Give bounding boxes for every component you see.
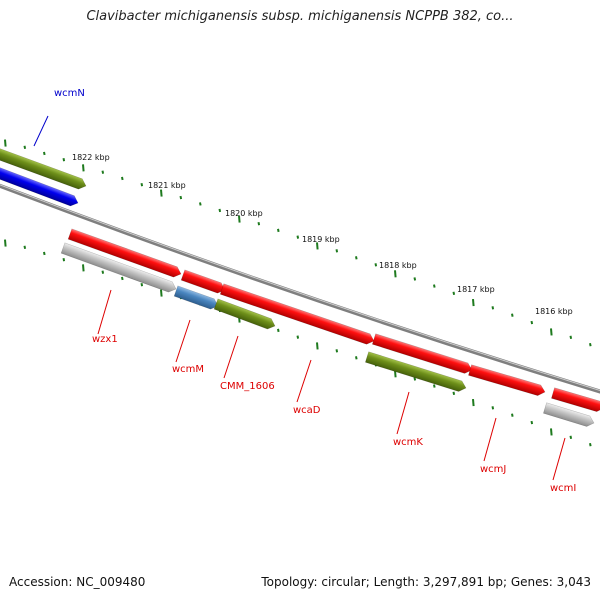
- gene-arrow-wcmN: [0, 166, 79, 207]
- callout-line-wcmK: [396, 391, 410, 435]
- accession-label: Accession: NC_009480: [9, 575, 146, 589]
- tick-mark: [316, 242, 319, 250]
- tick-mark: [491, 406, 495, 410]
- tick-mark: [472, 398, 475, 407]
- tick-mark: [62, 257, 66, 262]
- tick-mark: [335, 249, 339, 253]
- gene-label-callouts: wcmN wzx1 wcmM CMM_1606 wcaD wcmK wcmJ wcmI: [33, 88, 576, 494]
- gene-arrow-wcaD: [219, 283, 375, 345]
- tick-mark: [530, 320, 534, 325]
- gene-arrow-unlabeled-3: [67, 228, 182, 278]
- tick-mark: [43, 151, 46, 156]
- kbp-label: 1818 kbp: [379, 261, 417, 270]
- tick-mark: [296, 335, 300, 339]
- tick-mark: [374, 263, 378, 267]
- gene-label-wcmM: wcmM: [172, 364, 204, 375]
- tick-mark: [472, 298, 475, 307]
- gene-arrow-wcmJ: [468, 364, 546, 396]
- gene-label-wcmJ: wcmJ: [480, 464, 506, 475]
- tick-mark: [179, 195, 183, 200]
- gene-arrow-unlabeled-1: [0, 147, 87, 190]
- tick-mark: [4, 139, 7, 147]
- tick-mark: [550, 328, 553, 336]
- callout-line-wcmN: [33, 115, 49, 147]
- tick-mark: [296, 235, 300, 239]
- tick-mark: [491, 306, 495, 310]
- gene-arrow-wcmK: [372, 333, 473, 374]
- gene-label-wcaD: wcaD: [293, 405, 321, 416]
- tick-mark: [452, 391, 456, 396]
- kbp-label: 1819 kbp: [302, 235, 340, 244]
- tick-mark: [394, 270, 397, 278]
- tick-mark: [433, 384, 436, 388]
- gene-label-wcmK: wcmK: [393, 437, 423, 448]
- tick-mark: [23, 145, 27, 149]
- genome-backbone: [0, 183, 600, 394]
- gene-arrow-CMM_1606: [213, 298, 276, 330]
- callout-line-CMM_1606: [223, 335, 239, 379]
- gene-arrow-wcmM: [173, 285, 219, 310]
- gene-arrow-wcmI: [551, 387, 600, 412]
- callout-line-wzx1: [97, 289, 112, 335]
- callout-line-wcmJ: [483, 417, 497, 462]
- tick-mark: [277, 328, 280, 333]
- tick-mark: [121, 276, 124, 281]
- callout-line-wcmM: [175, 319, 191, 363]
- tick-mark: [160, 189, 163, 197]
- tick-mark: [530, 420, 534, 425]
- gene-label-wzx1: wzx1: [92, 334, 118, 345]
- kbp-label: 1816 kbp: [535, 307, 573, 316]
- tick-mark: [316, 342, 319, 350]
- tick-mark: [218, 208, 222, 213]
- tick-mark: [511, 413, 514, 417]
- gene-arrow-unlabeled-12: [543, 402, 595, 427]
- tick-mark: [140, 183, 144, 187]
- gene-label-wcmI: wcmI: [550, 483, 576, 494]
- kbp-label: 1821 kbp: [148, 181, 186, 190]
- kbp-label: 1817 kbp: [457, 285, 495, 294]
- tick-mark: [257, 221, 261, 226]
- tick-mark: [101, 170, 105, 174]
- tick-mark: [452, 291, 456, 296]
- kbp-scale-labels: 1822 kbp 1821 kbp 1820 kbp 1819 kbp 1818 kbp…: [72, 153, 573, 316]
- gene-label-CMM_1606: CMM_1606: [220, 381, 275, 392]
- tick-mark: [277, 228, 280, 233]
- tick-mark: [82, 264, 85, 272]
- tick-mark: [569, 335, 573, 339]
- kbp-label: 1820 kbp: [225, 209, 263, 218]
- genome-title: Clavibacter michiganensis subsp. michiga…: [86, 9, 514, 24]
- kbp-label: 1822 kbp: [72, 153, 110, 162]
- tick-mark: [121, 176, 124, 181]
- tick-mark: [140, 283, 144, 287]
- tick-mark: [62, 157, 66, 162]
- topology-label: Topology: circular; Length: 3,297,891 bp…: [261, 575, 591, 589]
- callout-line-wcmI: [552, 437, 566, 481]
- tick-mark: [355, 356, 358, 360]
- tick-mark: [413, 377, 417, 381]
- tick-mark: [550, 428, 553, 436]
- gene-label-wcmN: wcmN: [54, 88, 85, 99]
- tick-mark: [569, 435, 573, 439]
- tick-mark: [199, 202, 202, 206]
- tick-mark: [101, 270, 105, 274]
- tick-mark: [335, 349, 339, 353]
- gene-features: [0, 147, 600, 427]
- tick-mark: [160, 289, 163, 297]
- tick-mark: [355, 256, 358, 260]
- tick-mark: [43, 251, 46, 256]
- tick-mark: [23, 245, 27, 249]
- tick-mark: [589, 443, 592, 447]
- tick-mark: [589, 343, 592, 347]
- gene-arrow-wzx1: [60, 242, 177, 293]
- tick-mark: [413, 277, 417, 281]
- tick-mark: [511, 313, 514, 317]
- tick-mark: [433, 284, 436, 288]
- tick-mark: [238, 215, 241, 223]
- tick-mark: [4, 239, 7, 247]
- gene-arrow-unlabeled-9: [365, 351, 467, 392]
- callout-line-wcaD: [296, 359, 312, 403]
- tick-mark: [82, 164, 85, 172]
